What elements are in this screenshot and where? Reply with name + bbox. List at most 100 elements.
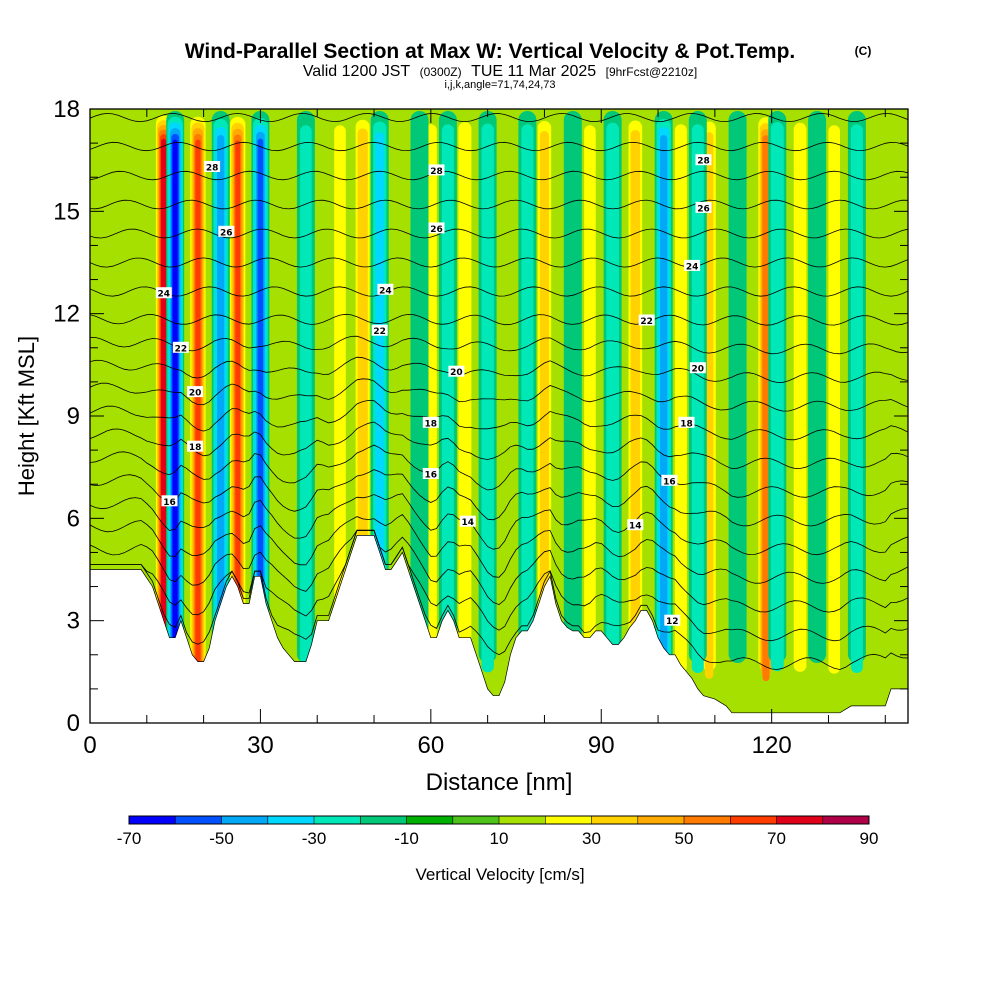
theta-label-5: 26: [695, 201, 712, 214]
colorbar-swatch-10: [591, 816, 638, 824]
theta-label-bg: [678, 416, 695, 428]
theta-label-bg: [695, 154, 712, 166]
colorbar-swatch-9: [545, 816, 592, 824]
theta-label-text: 28: [430, 167, 443, 177]
updraft-band-17-level-20: [828, 125, 840, 674]
theta-label-text: 26: [697, 204, 710, 214]
theta-label-bg: [218, 225, 235, 237]
theta-label-18: 16: [161, 495, 178, 508]
theta-label-4: 26: [428, 222, 445, 235]
theta-contour-line-1: [90, 529, 908, 642]
downdraft-band-19-level-60: [172, 139, 178, 685]
downdraft-band-34-level-10: [808, 111, 827, 663]
theta-label-text: 24: [686, 262, 699, 272]
theta-label-9: 22: [172, 341, 189, 354]
theta-label-17: 18: [678, 416, 695, 429]
title-mark: (C): [855, 44, 872, 58]
downdraft-band-24-level-10: [410, 111, 429, 663]
theta-contour-labels: 28 28 28 26 26 26 24 24 24 22 22 22 20 20 20 18 18 18 16 16…: [155, 154, 712, 627]
theta-label-bg: [661, 474, 678, 486]
theta-label-bg: [187, 440, 204, 452]
theta-label-bg: [695, 201, 712, 213]
colorbar-label: Vertical Velocity [cm/s]: [415, 865, 584, 884]
theta-label-text: 26: [220, 228, 233, 238]
theta-label-22: 14: [627, 519, 644, 532]
theta-label-text: 24: [379, 286, 392, 296]
theta-contour-line-3: [90, 513, 908, 584]
theta-label-text: 22: [373, 327, 386, 337]
subtitle-utc: (0300Z): [420, 65, 462, 79]
y-axis-label: Height [Kft MSL]: [14, 336, 39, 496]
theta-label-7: 24: [377, 283, 394, 296]
theta-label-text: 16: [663, 477, 676, 487]
theta-label-bg: [627, 519, 644, 531]
theta-label-text: 24: [158, 290, 171, 300]
theta-label-bg: [459, 515, 476, 527]
theta-label-bg: [428, 222, 445, 234]
colorbar-swatch-8: [499, 816, 546, 824]
theta-label-21: 14: [459, 515, 476, 528]
theta-label-23: 12: [664, 614, 681, 627]
theta-label-text: 22: [640, 317, 653, 327]
theta-contour-line-14: [90, 257, 908, 268]
theta-label-10: 22: [371, 324, 388, 337]
theta-label-bg: [664, 614, 681, 626]
theta-label-2: 28: [695, 154, 712, 167]
theta-contour-line-4: [90, 493, 908, 556]
theta-label-bg: [155, 287, 172, 299]
colorbar-swatch-2: [221, 816, 268, 824]
theta-contour-line-18: [90, 141, 908, 152]
updraft-band-10-level-30: [539, 131, 549, 678]
downdraft-band-32-level-10: [728, 111, 747, 663]
colorbar-tick-label: -50: [209, 829, 234, 848]
plot-area: 28 28 28 26 26 26 24 24 24 22 22 22 20 20 20 18 18 18 16 16…: [90, 109, 908, 723]
theta-label-12: 20: [187, 386, 204, 399]
theta-label-bg: [422, 468, 439, 479]
theta-label-bg: [204, 161, 221, 172]
colorbar-swatch-4: [314, 816, 361, 824]
updraft-band-15-level-50: [762, 135, 770, 682]
y-tick-label: 15: [53, 198, 80, 225]
theta-label-text: 26: [430, 225, 443, 235]
updraft-band-16-level-20: [793, 122, 807, 672]
downdraft-band-25-level-20: [441, 124, 454, 674]
colorbar-swatch-1: [175, 816, 222, 824]
theta-contour-line-16: [90, 199, 908, 210]
y-tick-label: 3: [67, 608, 80, 635]
y-tick-label: 18: [53, 96, 80, 123]
theta-label-20: 16: [661, 474, 678, 487]
theta-label-13: 20: [448, 365, 465, 378]
theta-label-3: 26: [218, 225, 235, 238]
downdraft-band-29-level-20: [606, 122, 619, 672]
theta-label-bg: [161, 495, 178, 507]
theta-label-text: 18: [680, 419, 693, 429]
theta-label-text: 20: [189, 389, 202, 399]
x-tick-label: 60: [417, 732, 444, 759]
theta-label-bg: [638, 314, 655, 326]
theta-label-bg: [187, 386, 204, 398]
updraft-band-2-level-60: [235, 140, 241, 685]
downdraft-band-30-level-40: [660, 135, 668, 681]
theta-label-text: 28: [206, 164, 219, 174]
subtitle-run: [9hrFcst@2210z]: [606, 65, 698, 79]
theta-contour-line-11: [90, 335, 908, 355]
terrain: [90, 535, 908, 723]
theta-contour-line-9: [90, 378, 908, 412]
y-axis: 0 3 6 9 12 15 18: [53, 96, 908, 737]
theta-contours: [90, 112, 908, 670]
updraft-band-3-level-10: [279, 111, 298, 663]
theta-label-text: 14: [462, 518, 475, 528]
updraft-band-0-level-70: [161, 138, 167, 684]
subtitle-main: Valid 1200 JST: [303, 63, 411, 80]
theta-label-text: 14: [629, 522, 642, 532]
x-axis-label: Distance [nm]: [426, 769, 573, 796]
y-tick-label: 12: [53, 301, 80, 328]
colorbar-tick-label: -70: [117, 829, 142, 848]
theta-label-bg: [428, 164, 445, 176]
colorbar-swatch-6: [406, 816, 453, 824]
colorbar-tick-label: 50: [675, 829, 694, 848]
colorbar-tick-label: 30: [582, 829, 601, 848]
theta-label-bg: [422, 416, 439, 428]
chart-subtitle: Valid 1200 JST (0300Z) TUE 11 Mar 2025 […: [303, 63, 697, 80]
theta-label-1: 28: [428, 164, 445, 177]
